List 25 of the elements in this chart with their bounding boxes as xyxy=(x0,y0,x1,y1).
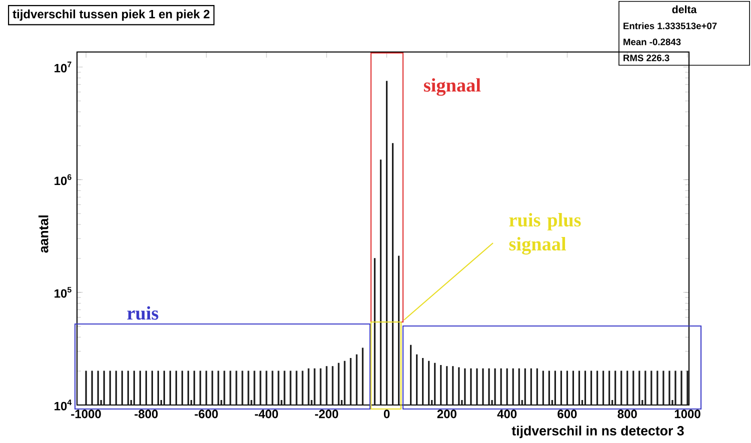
x-tick-label: 200 xyxy=(437,410,456,418)
x-tick-label: -1000 xyxy=(71,410,101,418)
x-axis-title: tijdverschil in ns detector 3 xyxy=(512,426,684,438)
x-tick-label: -800 xyxy=(134,410,158,418)
text: delta xyxy=(672,5,697,14)
x-tick-label: 0 xyxy=(384,410,390,418)
x-tick-label: -200 xyxy=(315,410,338,418)
x-tick-label: 800 xyxy=(618,410,637,418)
text: Mean -0.2843 xyxy=(624,38,681,46)
annotation: signaal xyxy=(424,78,481,96)
annotation: ruis xyxy=(127,306,158,320)
x-tick-label: -600 xyxy=(194,410,218,418)
y-tick-label: 10$^{6}$ xyxy=(54,174,72,186)
x-tick-label: 400 xyxy=(497,410,517,418)
x-tick-label: 600 xyxy=(558,410,577,418)
annotation: RMS 226.3 xyxy=(624,54,670,62)
x-tick-label: -400 xyxy=(254,410,278,418)
annotation: ruis plus signaal xyxy=(509,213,581,255)
y-tick-label: 10$^{7}$ xyxy=(54,62,72,72)
text: Entries 1.333513e+07 xyxy=(624,22,717,30)
y-axis-title: aantal xyxy=(38,216,48,253)
y-tick-label: 10$^{5}$ xyxy=(54,286,72,298)
y-tick-label: 10$^{4}$ xyxy=(54,400,72,410)
x-tick-label: 1000 xyxy=(674,410,700,418)
chart-title: tijdverschil tussen piek 1 en piek 2 xyxy=(12,10,210,21)
